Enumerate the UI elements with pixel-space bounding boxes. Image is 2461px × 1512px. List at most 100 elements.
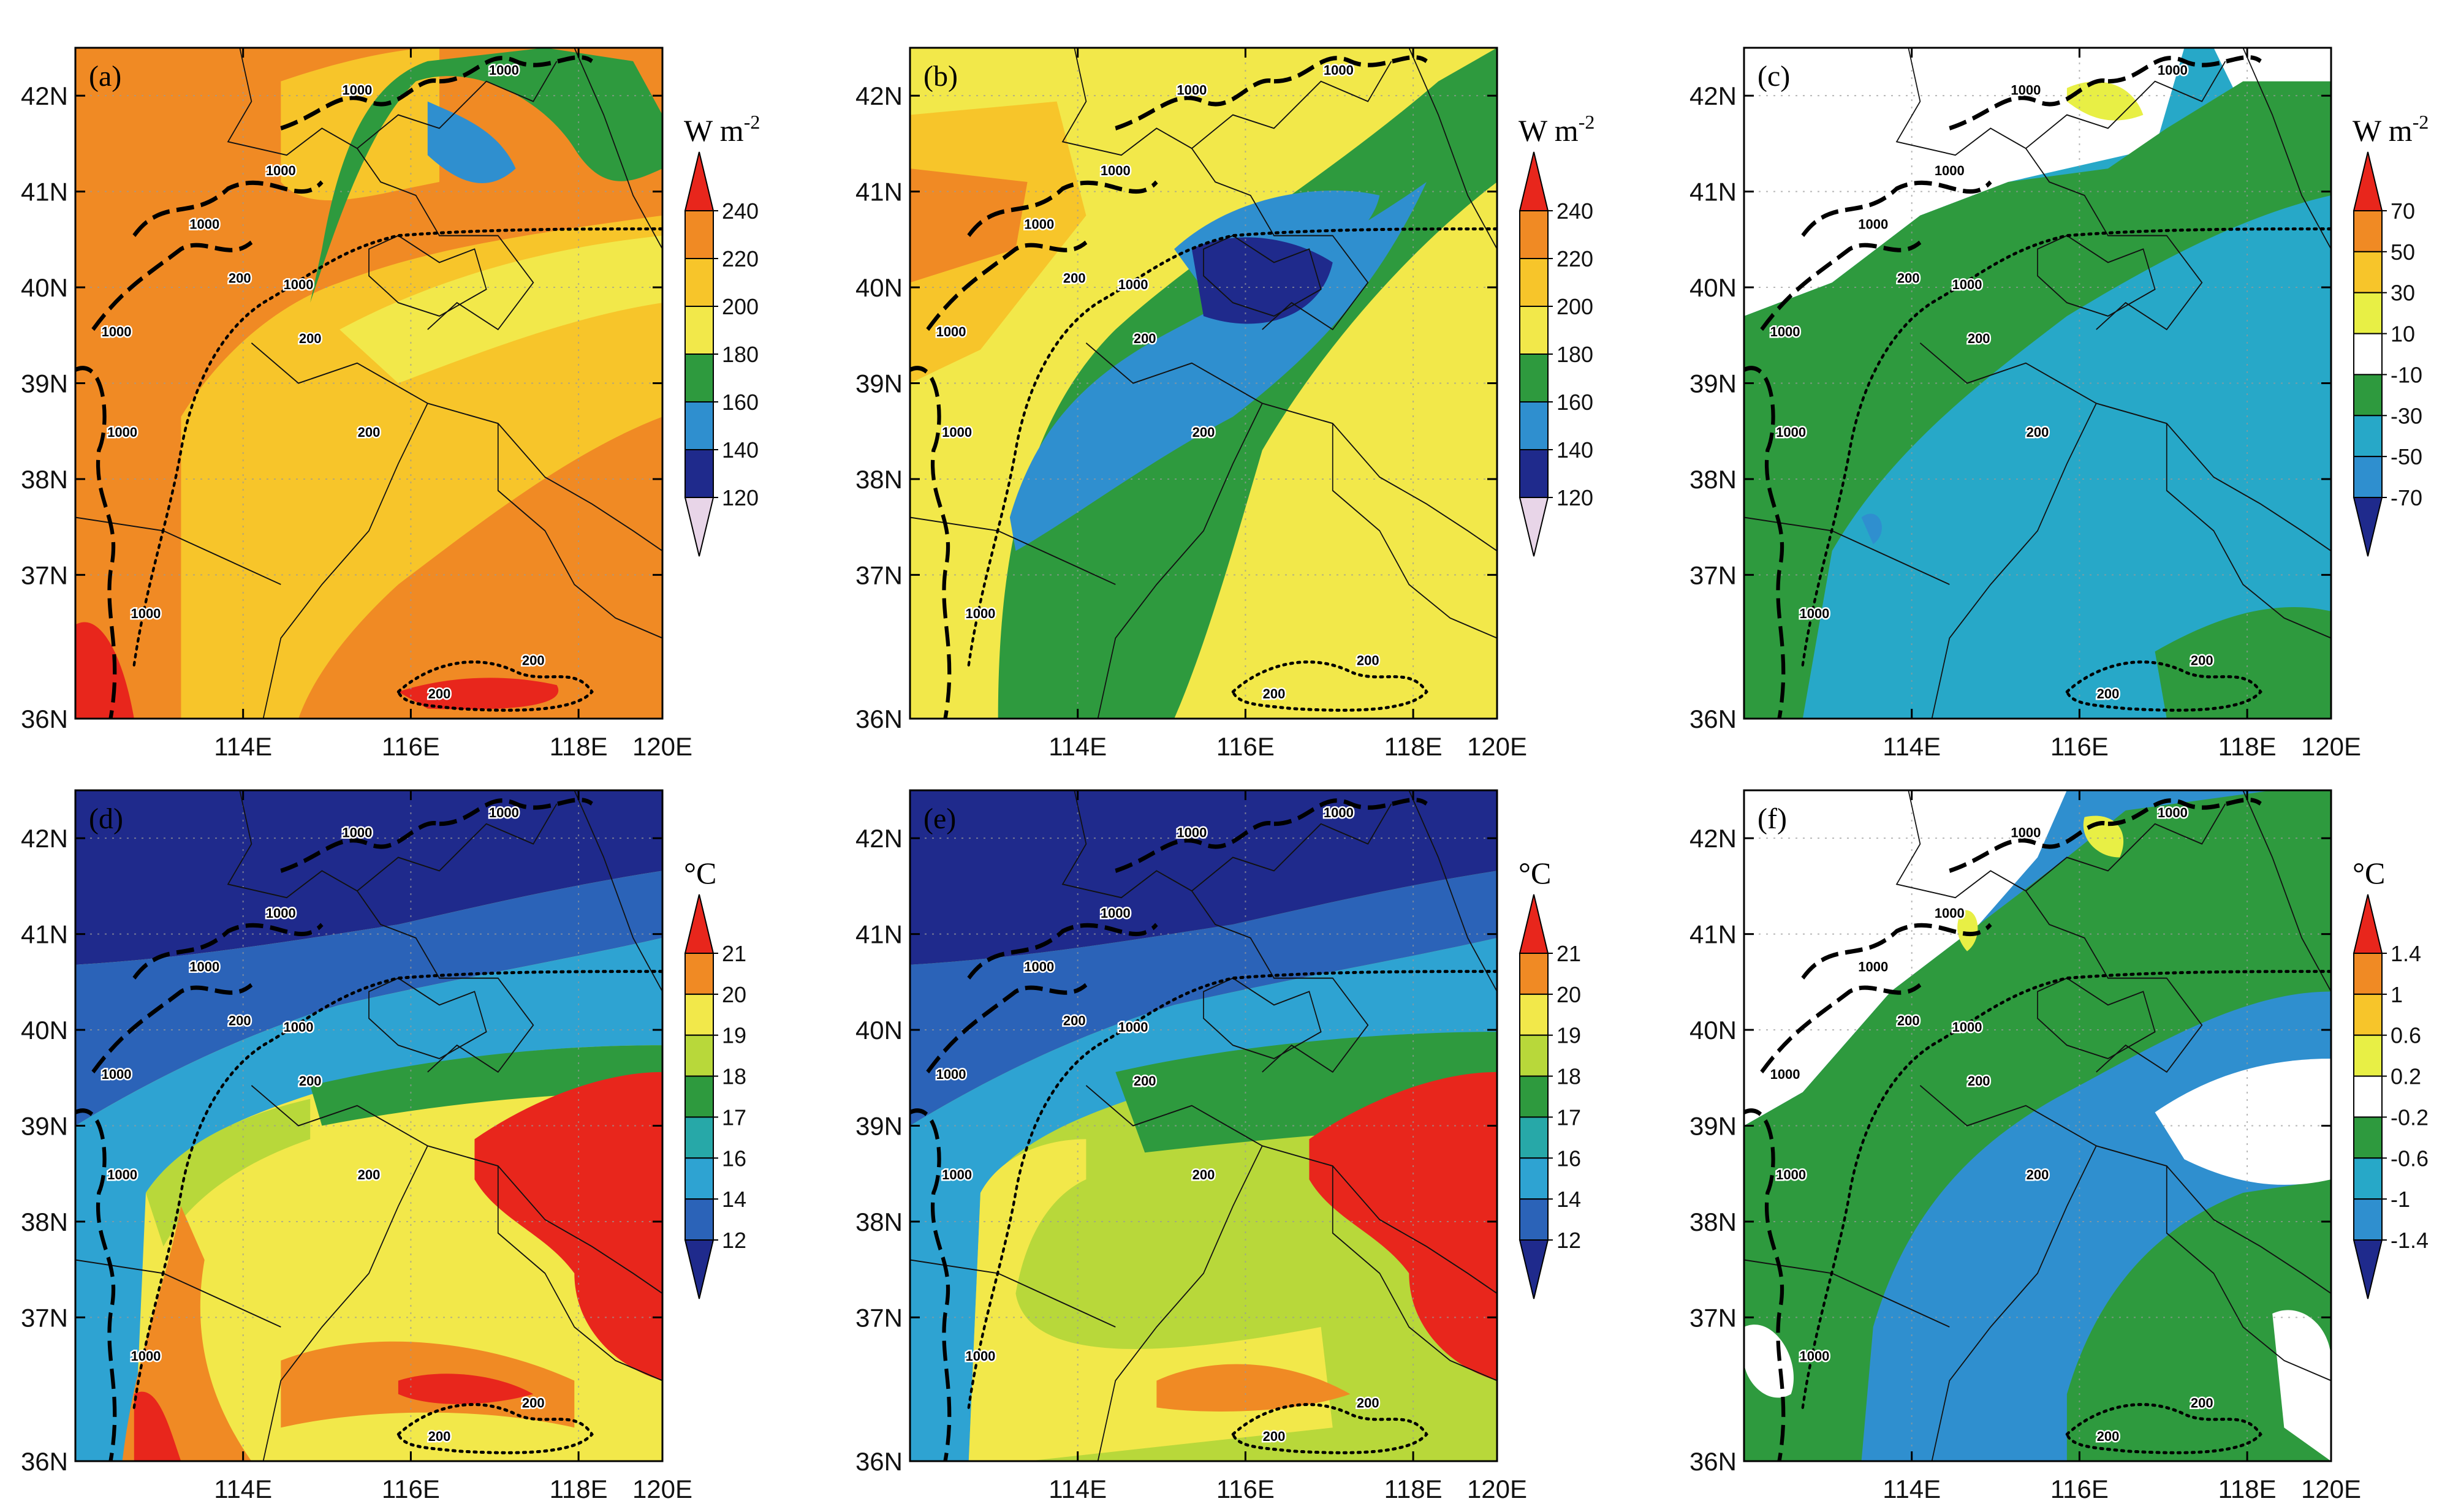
contour-label-1000: 1000 — [131, 606, 161, 621]
elevation-1000-contour — [926, 983, 1088, 1074]
latitude-tick-label: 36N — [1689, 1447, 1737, 1476]
colorbar-level-label: -1.4 — [2391, 1228, 2429, 1253]
longitude-tick-label: 114E — [1883, 1475, 1941, 1503]
colorbar-unit: °C — [2353, 856, 2385, 890]
contour-fill-region — [2155, 607, 2331, 719]
province-boundary — [1191, 148, 1369, 331]
latitude-tick-label: 42N — [855, 824, 903, 853]
colorbar-segment — [2353, 1034, 2383, 1077]
elevation-1000-contour — [2107, 798, 2262, 826]
colorbar-unit: °C — [684, 856, 716, 890]
colorbar-segment — [1519, 401, 1549, 450]
map-field: 1000 1000 1000 1000 1000 1000 1000 1000 200 200 20… — [1744, 48, 2331, 719]
contour-fill-region — [1744, 81, 2331, 719]
contour-label-200: 200 — [522, 1395, 545, 1410]
colorbar: -1.4 -1 -0.6 -0.2 0.2 0.6 1 1.4 °C — [2353, 856, 2429, 1299]
latitude-tick-label: 39N — [21, 1112, 68, 1141]
province-boundary — [262, 1145, 428, 1461]
colorbar-segment — [2353, 1157, 2383, 1200]
longitude-tick-label: 116E — [2050, 1475, 2109, 1503]
elevation-200-contour — [396, 660, 594, 712]
colorbar-level-label: 17 — [1557, 1105, 1581, 1130]
longitude-tick-label: 118E — [1384, 732, 1443, 761]
colorbar-level-label: 180 — [722, 342, 759, 367]
latitude-tick-label: 40N — [21, 273, 68, 302]
province-boundary — [2037, 977, 2156, 1060]
panel-label: (a) — [89, 60, 121, 93]
province-boundary — [1408, 48, 1497, 250]
contour-fill-region — [75, 790, 662, 965]
latitude-tick-label: 39N — [21, 369, 68, 398]
map-field: 1000 1000 1000 1000 1000 1000 1000 1000 200 200 20… — [1744, 790, 2331, 1461]
colorbar-level-label: 70 — [2391, 198, 2415, 224]
elevation-200-contour — [967, 970, 1497, 1409]
longitude-tick-label: 118E — [1384, 1475, 1443, 1503]
elevation-1000-contour — [91, 240, 253, 331]
colorbar-level-label: 20 — [1557, 982, 1581, 1007]
colorbar-level-label: 16 — [722, 1146, 746, 1171]
colorbar-segment — [684, 353, 714, 403]
elevation-1000-contour — [1760, 240, 1922, 331]
latitude-tick-label: 41N — [21, 178, 68, 206]
colorbar: 120 140 160 180 200 220 240 W m-2 — [684, 111, 760, 557]
colorbar-segment — [684, 1198, 714, 1241]
elevation-200-contour — [1231, 660, 1428, 712]
latitude-tick-label: 36N — [21, 705, 68, 733]
colorbar-level-label: 0.6 — [2391, 1023, 2421, 1048]
contour-label-1000: 1000 — [1324, 62, 1354, 78]
contour-fill-region — [1744, 790, 2331, 1461]
latitude-tick-label: 42N — [21, 824, 68, 853]
elevation-1000-contour — [910, 1108, 952, 1461]
contour-fill-region — [2272, 1310, 2331, 1461]
latitude-tick-label: 37N — [855, 1303, 903, 1332]
province-boundary — [227, 790, 558, 899]
contour-label-1000: 1000 — [189, 959, 219, 975]
elevation-200-contour — [132, 970, 662, 1409]
contour-label-1000: 1000 — [1324, 805, 1354, 820]
contour-label-200: 200 — [1897, 1013, 1920, 1028]
elevation-1000-contour — [1744, 366, 1786, 719]
province-boundary — [2242, 48, 2331, 250]
colorbar-segment — [2353, 374, 2383, 417]
elevation-1000-contour — [75, 366, 117, 719]
map-panel-d: 1000 1000 1000 1000 1000 1000 1000 1000 200 200 20… — [21, 789, 746, 1503]
latitude-tick-label: 37N — [1689, 1303, 1737, 1332]
province-boundary — [1744, 516, 1950, 585]
contour-label-200: 200 — [1063, 270, 1086, 285]
colorbar-unit: °C — [1519, 856, 1551, 890]
colorbar-min-arrow — [684, 497, 715, 557]
contour-label-1000: 1000 — [1935, 163, 1965, 178]
contour-label-1000: 1000 — [131, 1348, 161, 1364]
elevation-1000-contour — [439, 798, 593, 826]
contour-label-1000: 1000 — [1101, 163, 1131, 178]
contour-fill-region — [1156, 1364, 1351, 1412]
colorbar-level-label: 120 — [722, 485, 759, 510]
province-boundary — [2242, 790, 2331, 992]
elevation-1000-contour — [1273, 55, 1428, 84]
colorbar: 12 14 16 17 18 19 20 21 °C — [1519, 856, 1581, 1299]
latitude-tick-label: 41N — [855, 178, 903, 206]
elevation-1000-contour — [280, 820, 440, 873]
contour-label-200: 200 — [299, 331, 322, 346]
latitude-tick-label: 39N — [1689, 1112, 1737, 1141]
contour-fill-region — [398, 1374, 534, 1404]
map-panel-c: 1000 1000 1000 1000 1000 1000 1000 1000 200 200 20… — [1689, 47, 2429, 761]
contour-label-200: 200 — [522, 652, 545, 668]
province-boundary — [1061, 48, 1392, 156]
province-boundary — [227, 48, 558, 156]
longitude-tick-label: 114E — [1883, 732, 1941, 761]
longitude-tick-label: 118E — [2218, 732, 2277, 761]
longitude-tick-label: 116E — [2050, 732, 2109, 761]
contour-fill-region — [910, 937, 1497, 1461]
longitude-tick-label: 120E — [632, 1475, 692, 1503]
colorbar-segment — [1519, 993, 1549, 1036]
panel-label: (f) — [1758, 803, 1787, 835]
colorbar-level-label: 18 — [1557, 1064, 1581, 1089]
province-boundary — [1744, 1259, 1950, 1328]
contour-label-1000: 1000 — [1770, 324, 1800, 339]
province-boundary — [368, 977, 487, 1060]
province-boundary — [357, 148, 534, 331]
longitude-tick-label: 114E — [1048, 1475, 1107, 1503]
contour-label-200: 200 — [2191, 1395, 2213, 1410]
colorbar-level-label: 160 — [722, 390, 759, 415]
